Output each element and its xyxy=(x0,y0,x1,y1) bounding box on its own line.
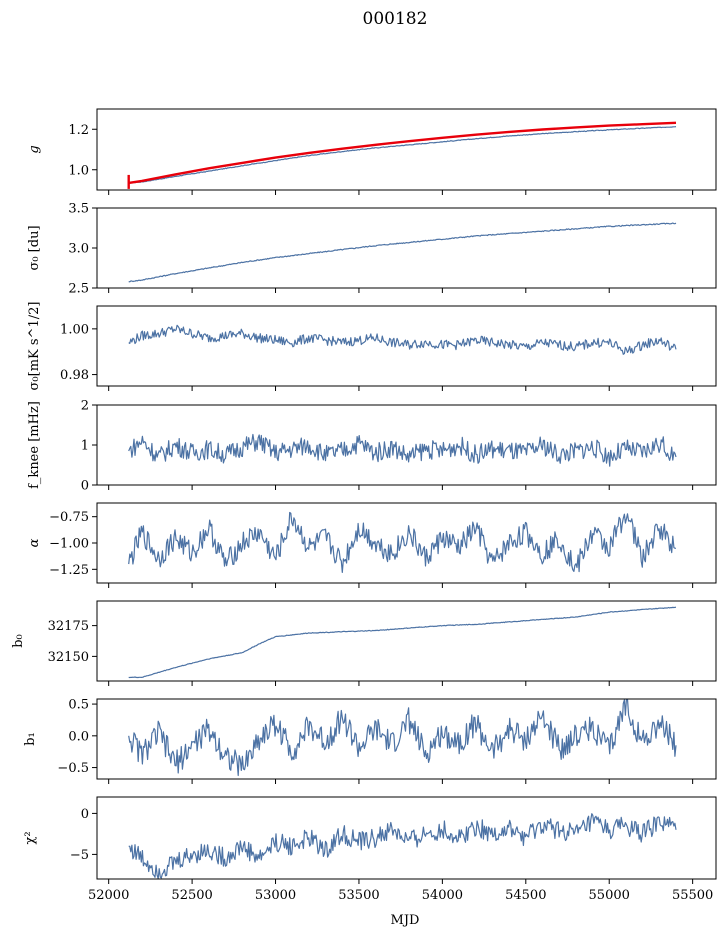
panel-b1: −0.5 0.0 0.5 b₁ xyxy=(23,698,717,784)
y-tick-label-chi2: −5 xyxy=(70,848,89,863)
x-tick-label: 52500 xyxy=(171,888,212,903)
y-axis-label-g: g xyxy=(27,145,42,153)
y-tick-label-b0: 32150 xyxy=(48,650,89,665)
panel-frame-b1 xyxy=(96,698,717,780)
y-tick-label-g: 1.0 xyxy=(68,163,89,178)
y-tick-label-b1: 0.0 xyxy=(68,729,89,744)
y-tick-label-sigma0_du: 2.5 xyxy=(68,282,89,297)
y-tick-label-alpha: −1.25 xyxy=(49,563,89,578)
y-tick-label-sigma0_du: 3.0 xyxy=(68,242,89,257)
y-tick-label-fknee: 2 xyxy=(81,399,89,414)
y-tick-label-fknee: 0 xyxy=(81,479,89,494)
y-tick-label-sigma0_mk: 1.00 xyxy=(60,322,89,337)
x-tick-label: 53500 xyxy=(338,888,379,903)
x-tick-label: 55500 xyxy=(672,888,713,903)
panel-frame-b0 xyxy=(96,600,717,682)
panel-frame-chi2 xyxy=(96,796,717,880)
panel-frame-sigma0_du xyxy=(96,207,717,289)
panel-b0: 32150 32175 b₀ xyxy=(11,600,717,686)
y-tick-label-b1: −0.5 xyxy=(57,761,89,776)
y-axis-label-b0: b₀ xyxy=(11,634,26,648)
y-tick-label-chi2: 0 xyxy=(81,807,89,822)
x-tick-label: 52000 xyxy=(88,888,129,903)
y-axis-label-b1: b₁ xyxy=(23,732,38,746)
y-axis-label-alpha: α xyxy=(27,538,42,547)
y-tick-label-fknee: 1 xyxy=(81,439,89,454)
panel-sigma0_du: 2.5 3.0 3.5 σ₀ [du] xyxy=(27,202,717,297)
panel-fknee: 0 1 2 f_knee [mHz] xyxy=(27,399,717,494)
y-tick-label-b0: 32175 xyxy=(48,619,89,634)
series-line-g xyxy=(128,126,677,184)
series-line-b0 xyxy=(128,606,677,679)
series-line-sigma0_mk xyxy=(128,324,677,355)
x-tick-label: 54500 xyxy=(505,888,546,903)
panel-sigma0_mk: 0.98 1.00 σ₀[mK s^1/2] xyxy=(27,302,717,391)
x-tick-label: 54000 xyxy=(422,888,463,903)
panel-frame-g xyxy=(96,108,717,191)
chart-panels: 1.0 1.2 g 2.5 3.0 3.5 σ₀ [du] 0.98 1.00 σ₀[mK s^1… xyxy=(11,108,717,903)
panel-chi2: −5 0 52000 52500 53000 53500 54000 54500 55000 55… xyxy=(23,796,717,903)
y-tick-label-alpha: −0.75 xyxy=(49,510,89,525)
series-line-alpha xyxy=(128,511,677,574)
chart-title: 000182 xyxy=(363,9,428,29)
y-tick-label-sigma0_mk: 0.98 xyxy=(60,368,89,383)
y-axis-label-fknee: f_knee [mHz] xyxy=(27,401,42,489)
y-tick-label-b1: 0.5 xyxy=(68,698,89,713)
x-axis-label: MJD xyxy=(391,913,420,928)
y-axis-label-sigma0_du: σ₀ [du] xyxy=(27,225,42,270)
x-tick-label: 53000 xyxy=(255,888,296,903)
series-line-chi2 xyxy=(128,813,677,879)
y-tick-label-sigma0_du: 3.5 xyxy=(68,202,89,217)
y-tick-label-g: 1.2 xyxy=(68,123,89,138)
x-tick-label: 55000 xyxy=(589,888,630,903)
y-axis-label-chi2: χ² xyxy=(23,831,38,844)
panel-alpha: −1.25 −1.00 −0.75 α xyxy=(27,502,717,588)
series-line-sigma0_du xyxy=(128,222,677,283)
series-line-fknee xyxy=(128,433,677,467)
y-axis-label-sigma0_mk: σ₀[mK s^1/2] xyxy=(27,302,42,391)
series-line-b1 xyxy=(128,699,677,777)
panel-frame-sigma0_mk xyxy=(96,305,717,387)
panel-g: 1.0 1.2 g xyxy=(27,108,717,195)
fit-line-g xyxy=(128,121,677,185)
y-tick-label-alpha: −1.00 xyxy=(49,537,89,552)
